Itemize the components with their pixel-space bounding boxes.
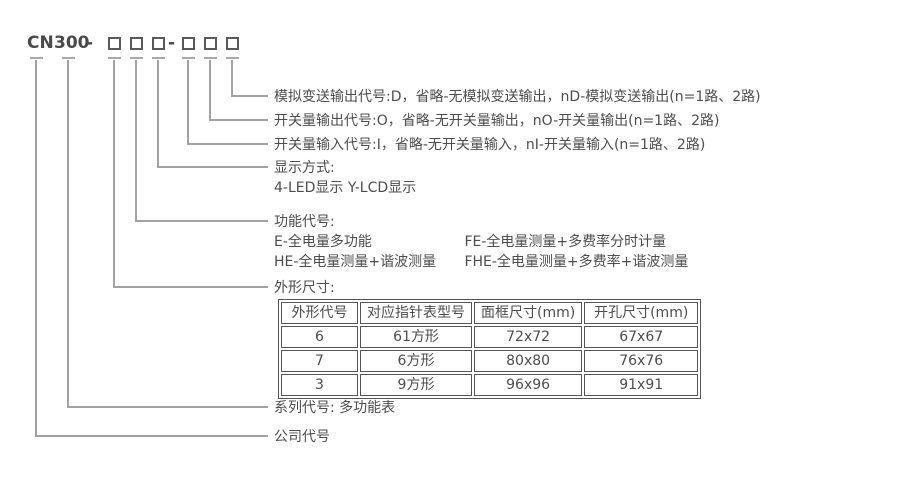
label-function-fe: FE-全电量测量+多费率分时计量	[464, 234, 667, 250]
table-row: 3 9方形 96x96 91x91	[281, 374, 699, 396]
table-cell: 6	[281, 326, 358, 348]
tick-cap-box-6	[226, 57, 239, 59]
label-display-block: 显示方式: 4-LED显示 Y-LCD显示	[274, 158, 416, 198]
table-cell: 3	[281, 374, 358, 396]
tick-cap-box-1	[108, 57, 121, 59]
table-cell: 6方形	[360, 350, 472, 372]
code-box-6	[226, 37, 239, 50]
dimension-table-header: 面框尺寸(mm)	[474, 302, 583, 324]
connector-switch-output	[209, 60, 268, 121]
dimension-table-header: 外形代号	[281, 302, 358, 324]
label-function-he: HE-全电量测量+谐波测量	[274, 254, 437, 270]
table-cell: 7	[281, 350, 358, 372]
dimension-table-header-row: 外形代号 对应指针表型号 面框尺寸(mm) 开孔尺寸(mm)	[281, 302, 699, 324]
connector-company	[35, 60, 268, 437]
label-function-e: E-全电量多功能	[274, 234, 372, 250]
code-series: 300	[54, 33, 90, 53]
connector-dimension	[113, 60, 268, 288]
connector-function	[135, 60, 268, 222]
table-cell: 96x96	[474, 374, 583, 396]
table-cell: 80x80	[474, 350, 583, 372]
code-box-4	[182, 37, 195, 50]
label-function-block: 功能代号: E-全电量多功能 FE-全电量测量+多费率分时计量 HE-全电量测量…	[274, 212, 688, 272]
dimension-table-header: 对应指针表型号	[360, 302, 472, 324]
label-switch-output: 开关量输出代号:O，省略-无开关量输出，nO-开关量输出(n=1路、2路)	[274, 113, 720, 129]
connector-series	[67, 60, 268, 408]
connector-display	[157, 60, 268, 168]
table-row: 6 61方形 72x72 67x67	[281, 326, 699, 348]
dimension-table: 外形代号 对应指针表型号 面框尺寸(mm) 开孔尺寸(mm) 6 61方形 72…	[278, 299, 702, 399]
table-cell: 72x72	[474, 326, 583, 348]
code-prefix: CN	[27, 33, 54, 53]
label-display-options: 4-LED显示 Y-LCD显示	[274, 180, 417, 196]
code-separator-2: -	[168, 33, 176, 53]
label-dimension-title: 外形尺寸:	[274, 280, 335, 296]
label-function-row-2: HE-全电量测量+谐波测量 FHE-全电量测量+多费率+谐波测量	[274, 252, 688, 272]
label-function-fhe: FHE-全电量测量+多费率+谐波测量	[464, 254, 689, 270]
table-row: 7 6方形 80x80 76x76	[281, 350, 699, 372]
table-cell: 91x91	[584, 374, 699, 396]
label-series-code: 系列代号: 多功能表	[274, 400, 396, 416]
tick-cap-box-3	[152, 57, 165, 59]
code-box-1	[108, 37, 121, 50]
table-cell: 9方形	[360, 374, 472, 396]
code-box-3	[152, 37, 165, 50]
label-function-row-1: E-全电量多功能 FE-全电量测量+多费率分时计量	[274, 232, 688, 252]
label-company-code: 公司代号	[274, 429, 330, 445]
label-switch-input: 开关量输入代号:I，省略-无开关量输入，nI-开关量输入(n=1路、2路)	[274, 137, 706, 153]
connector-analog-output	[231, 60, 268, 97]
tick-cap-box-2	[130, 57, 143, 59]
code-separator-1: -	[86, 33, 94, 53]
connector-switch-input	[187, 60, 268, 145]
table-cell: 76x76	[584, 350, 699, 372]
table-cell: 61方形	[360, 326, 472, 348]
tick-cap-series	[62, 57, 75, 59]
label-function-title: 功能代号:	[274, 214, 335, 230]
dimension-table-header: 开孔尺寸(mm)	[584, 302, 699, 324]
code-box-2	[130, 37, 143, 50]
code-box-5	[204, 37, 217, 50]
label-analog-output: 模拟变送输出代号:D，省略-无模拟变送输出，nD-模拟变送输出(n=1路、2路)	[274, 89, 761, 105]
label-display-title: 显示方式:	[274, 160, 335, 176]
tick-cap-box-5	[204, 57, 217, 59]
table-cell: 67x67	[584, 326, 699, 348]
tick-cap-prefix	[30, 57, 43, 59]
tick-cap-box-4	[182, 57, 195, 59]
